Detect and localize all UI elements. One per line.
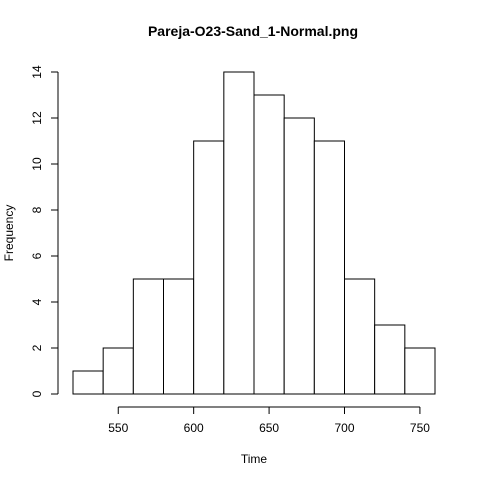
x-axis-label: Time bbox=[241, 452, 268, 466]
y-tick-label-2: 2 bbox=[30, 344, 44, 351]
bars-group bbox=[72, 71, 436, 395]
y-tick-label-4: 4 bbox=[30, 298, 44, 305]
histogram-bar-10 bbox=[344, 278, 376, 395]
y-tick-label-8: 8 bbox=[30, 206, 44, 213]
x-axis: 550 600 650 700 750 bbox=[108, 406, 430, 435]
y-tick-label-14: 14 bbox=[30, 65, 44, 79]
histogram-bar-4 bbox=[163, 278, 195, 395]
y-tick-label-0: 0 bbox=[30, 390, 44, 397]
x-tick-label-750: 750 bbox=[410, 421, 430, 435]
histogram-bar-8 bbox=[283, 117, 315, 395]
y-tick-label-10: 10 bbox=[30, 157, 44, 171]
x-tick-label-550: 550 bbox=[108, 421, 128, 435]
histogram-bar-3 bbox=[132, 278, 164, 395]
y-tick-label-12: 12 bbox=[30, 111, 44, 125]
histogram-bar-5 bbox=[193, 140, 225, 395]
x-tick-label-650: 650 bbox=[259, 421, 279, 435]
histogram-bar-2 bbox=[102, 347, 134, 395]
x-tick-label-700: 700 bbox=[334, 421, 354, 435]
y-tick-label-6: 6 bbox=[30, 252, 44, 259]
histogram-bar-7 bbox=[253, 94, 285, 395]
chart-title: Pareja-O23-Sand_1-Normal.png bbox=[148, 23, 358, 39]
histogram-bar-9 bbox=[313, 140, 346, 395]
histogram-bar-12 bbox=[404, 347, 436, 395]
histogram-bar-6 bbox=[223, 71, 255, 395]
y-axis-label: Frequency bbox=[2, 205, 16, 262]
y-axis: 0 2 4 6 8 10 12 14 bbox=[30, 65, 59, 397]
histogram-bar-1 bbox=[72, 370, 104, 395]
x-tick-label-600: 600 bbox=[184, 421, 204, 435]
histogram-bar-11 bbox=[374, 324, 406, 395]
